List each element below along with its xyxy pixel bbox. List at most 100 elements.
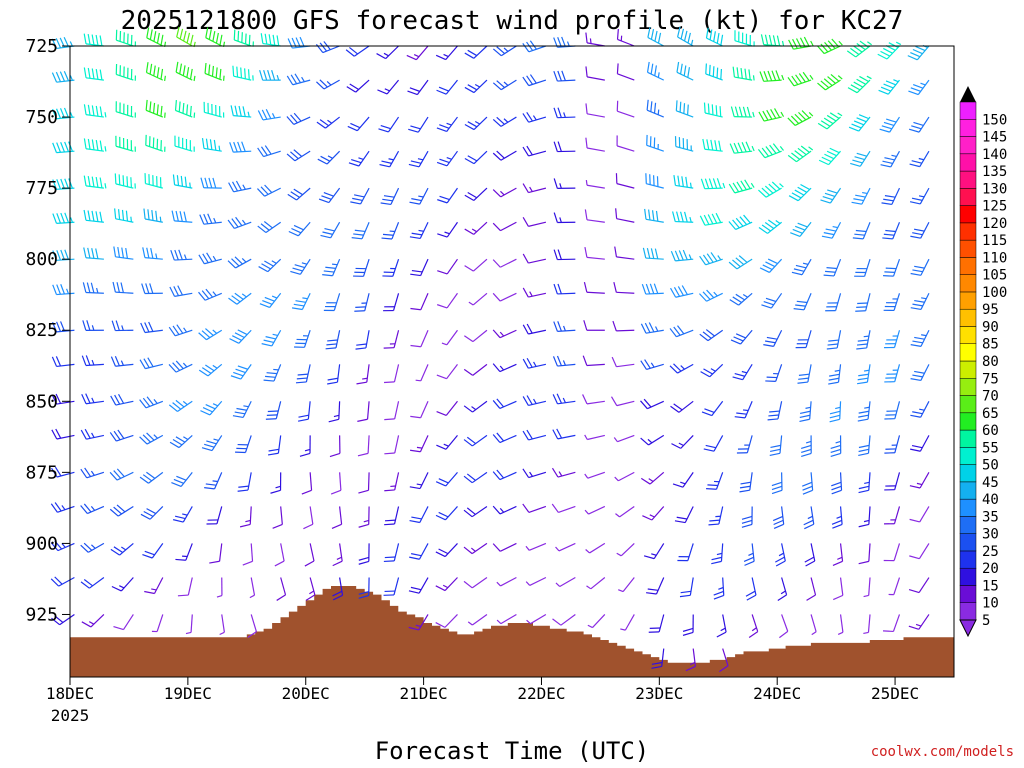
wind-barb (553, 107, 576, 119)
wind-barb (700, 363, 724, 378)
wind-barb (584, 434, 605, 441)
y-axis: 725 750 775 800 825 850 875 900 925 (25, 36, 70, 625)
colorbar-label: 90 (982, 319, 999, 335)
wind-barb (406, 45, 429, 61)
wind-barb (909, 187, 930, 205)
wind-barb (52, 178, 75, 190)
wind-barb (788, 183, 812, 202)
wind-barb (409, 543, 429, 560)
wind-barb (318, 187, 341, 204)
wind-barb (50, 576, 75, 587)
wind-barb (703, 435, 724, 452)
wind-barb (109, 468, 134, 481)
colorbar-cell (959, 395, 977, 414)
wind-barb (615, 208, 635, 223)
wind-barb (51, 466, 75, 478)
wind-barb (790, 221, 812, 237)
wind-barb (492, 329, 517, 339)
wind-barb (522, 111, 547, 123)
wind-barb (881, 187, 901, 206)
wind-barb (50, 502, 75, 513)
credit-link[interactable]: coolwx.com/models (870, 744, 1014, 760)
wind-barb (410, 258, 429, 277)
colorbar-cell (959, 567, 977, 586)
wind-barb (758, 181, 784, 198)
wind-barb (294, 330, 311, 348)
wind-barb (700, 178, 726, 190)
wind-barb (80, 467, 105, 479)
terrain-layer (70, 586, 954, 677)
wind-barb (821, 221, 842, 239)
wind-barb (585, 180, 605, 189)
wind-barb (492, 116, 517, 127)
wind-barb (146, 27, 167, 48)
wind-barb (492, 398, 517, 409)
wind-barb (526, 613, 547, 625)
wind-barb (378, 116, 400, 133)
wind-barb (640, 398, 665, 410)
wind-barb (555, 576, 576, 588)
colorbar-label: 150 (982, 112, 1007, 128)
wind-barb (383, 577, 400, 596)
wind-barb (80, 542, 105, 553)
wind-barb (699, 252, 723, 266)
wind-barb (522, 468, 547, 479)
wind-barb (145, 62, 166, 82)
wind-barb (51, 70, 75, 83)
wind-barb (346, 79, 370, 93)
wind-barb (878, 79, 900, 95)
wind-barb (758, 108, 785, 122)
wind-barb (584, 471, 606, 479)
wind-barb (743, 543, 755, 566)
wind-barb (612, 320, 635, 332)
colorbar-label: 20 (982, 561, 999, 577)
wind-barb (641, 283, 664, 295)
wind-barb (846, 40, 872, 58)
wind-barb (584, 505, 606, 515)
wind-barb (467, 613, 488, 626)
wind-barb (852, 221, 871, 240)
wind-barb (327, 364, 341, 385)
wind-barb (81, 393, 104, 405)
wind-barb (206, 506, 223, 525)
wind-barb (171, 471, 193, 488)
wind-barb (787, 110, 814, 126)
wind-barb (909, 543, 930, 560)
wind-barb (851, 187, 871, 205)
wind-barb (286, 112, 311, 125)
wind-barb (175, 543, 193, 561)
wind-barb (142, 543, 164, 559)
wind-barb (909, 150, 930, 168)
wind-barb (677, 26, 694, 47)
wind-barb (247, 614, 257, 638)
wind-barb (112, 281, 134, 294)
wind-barb (347, 116, 370, 132)
colorbar-cell (959, 533, 977, 552)
wind-barb (83, 138, 107, 152)
wind-barb (884, 506, 901, 525)
wind-barb (522, 503, 547, 513)
wind-barb (322, 258, 341, 277)
wind-barb (823, 258, 842, 277)
wind-barb (436, 116, 458, 133)
wind-barb (775, 543, 786, 567)
wind-barb (674, 136, 694, 152)
wind-barb (553, 212, 576, 224)
wind-barb (883, 258, 901, 277)
colorbar-top-arrow (960, 86, 976, 102)
colorbar-label: 110 (982, 250, 1007, 266)
wind-barb (257, 221, 282, 234)
colorbar-label: 60 (982, 423, 999, 439)
wind-barb (110, 542, 134, 556)
wind-barb (435, 614, 458, 628)
wind-barb (171, 210, 193, 223)
wind-barb (441, 329, 458, 346)
colorbar-cell (959, 205, 977, 224)
wind-barb (553, 321, 576, 332)
wind-barb (436, 435, 458, 450)
wind-barb (325, 330, 341, 350)
wind-barb (139, 471, 164, 484)
wind-barb (276, 577, 287, 601)
wind-barb (83, 247, 104, 260)
wind-barb (777, 577, 788, 601)
